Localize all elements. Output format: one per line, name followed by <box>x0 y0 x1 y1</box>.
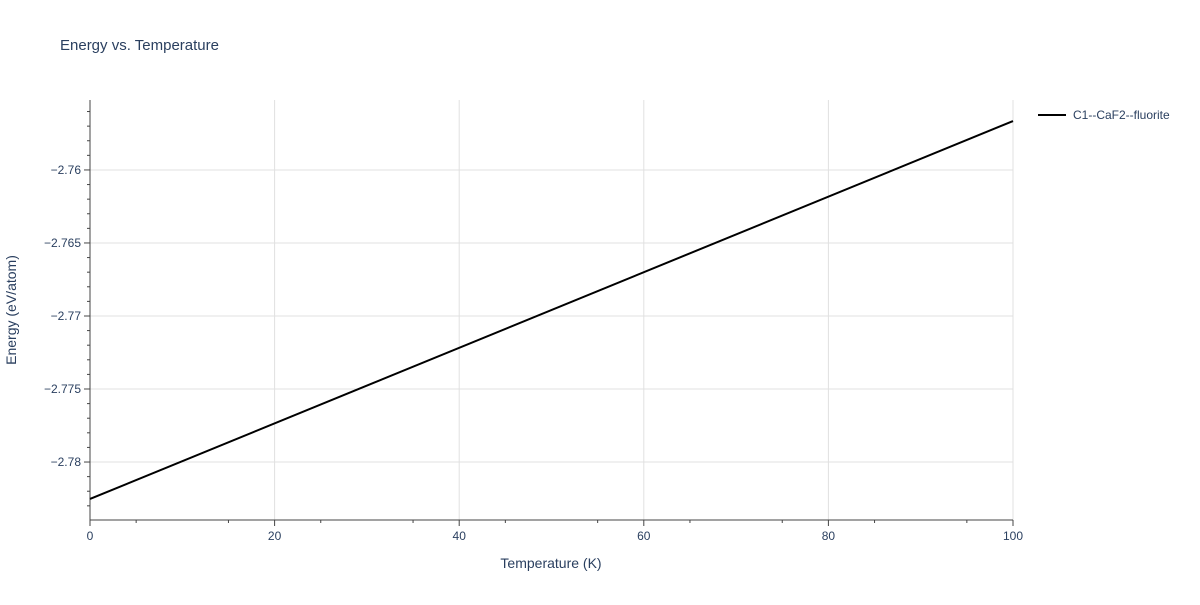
legend-label[interactable]: C1--CaF2--fluorite <box>1073 108 1170 122</box>
x-tick-label: 20 <box>268 529 282 543</box>
chart-title: Energy vs. Temperature <box>60 37 219 54</box>
y-tick-label: −2.77 <box>51 309 82 323</box>
x-tick-label: 0 <box>87 529 94 543</box>
x-tick-label: 100 <box>1003 529 1023 543</box>
x-tick-label: 40 <box>453 529 467 543</box>
y-tick-label: −2.76 <box>51 163 82 177</box>
x-axis-label: Temperature (K) <box>500 555 601 571</box>
y-tick-label: −2.78 <box>51 455 82 469</box>
y-tick-label: −2.765 <box>44 236 81 250</box>
legend[interactable]: C1--CaF2--fluorite <box>1038 108 1170 122</box>
x-tick-label: 60 <box>637 529 651 543</box>
y-axis-label: Energy (eV/atom) <box>3 255 19 365</box>
x-tick-label: 80 <box>822 529 836 543</box>
series-line <box>89 120 1014 500</box>
y-tick-label: −2.775 <box>44 382 81 396</box>
